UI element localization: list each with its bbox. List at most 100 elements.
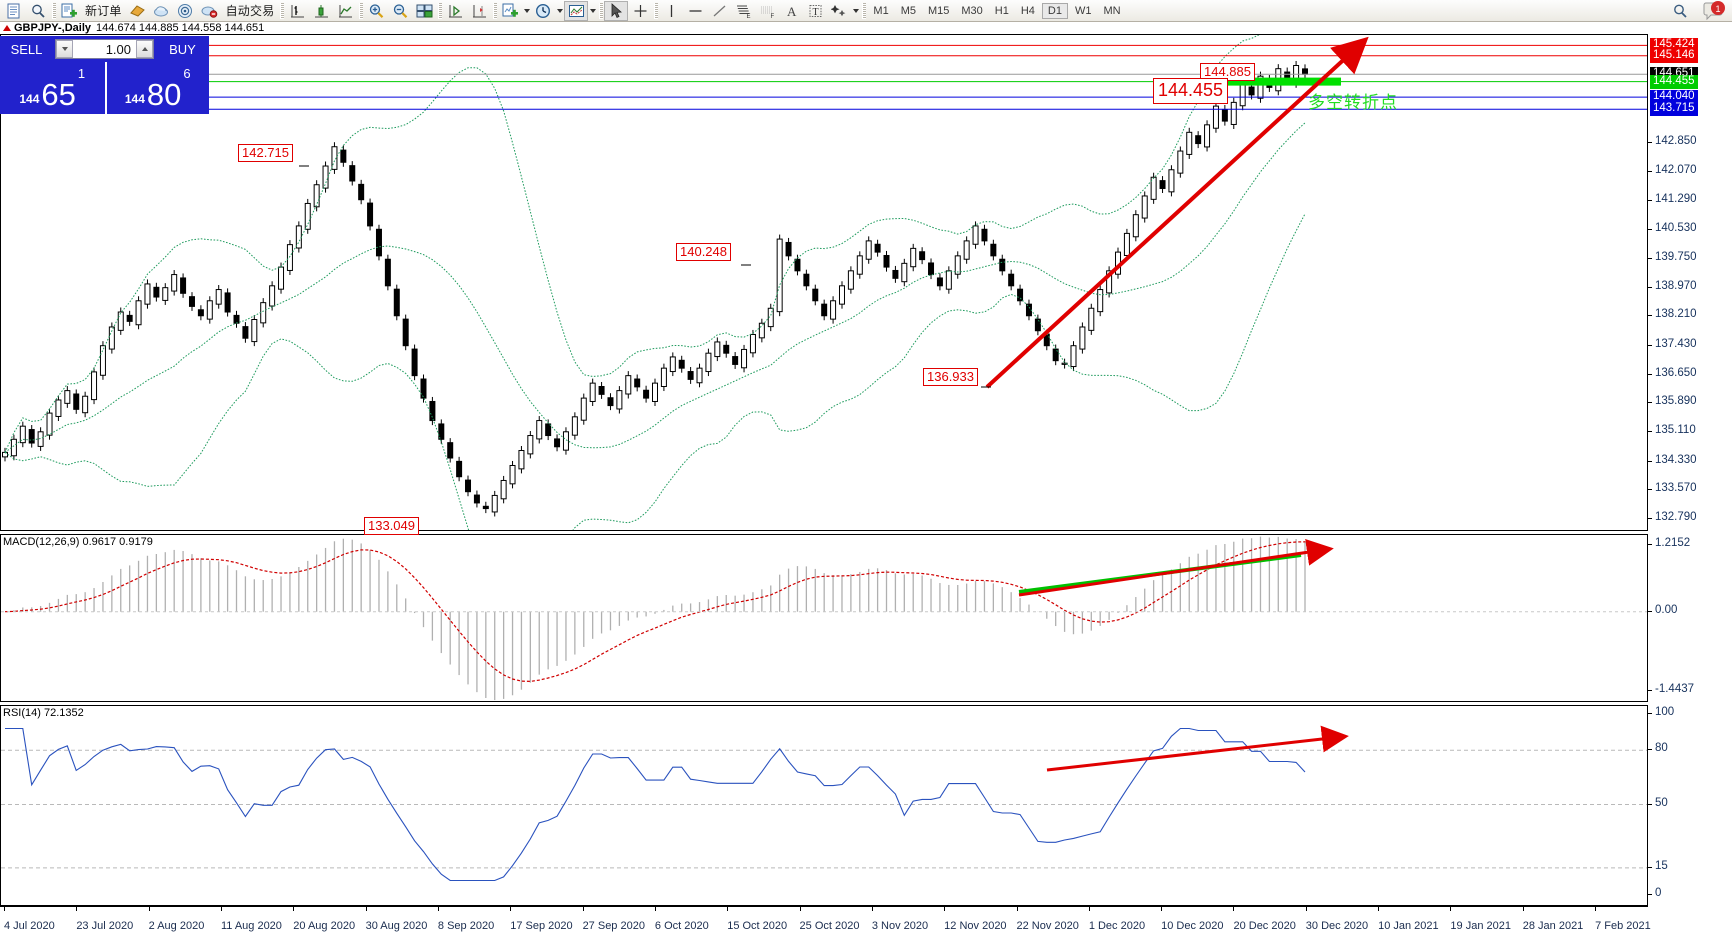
horizontal-line-icon[interactable] [683, 1, 707, 21]
breakout-label[interactable]: 144.455 [1153, 78, 1229, 104]
one-click-trading-panel[interactable]: SELL 1.00 BUY 144 65 1 144 80 6 [0, 36, 209, 114]
macd-red-trendline[interactable] [1018, 538, 1334, 597]
fibonacci-icon[interactable]: E [731, 1, 755, 21]
magnifier-icon[interactable] [26, 1, 50, 21]
timeframe-m1[interactable]: M1 [873, 4, 889, 17]
date-axis-label: 12 Nov 2020 [944, 920, 1007, 932]
sell-label[interactable]: SELL [10, 41, 43, 57]
tile-windows-icon[interactable] [412, 1, 436, 21]
volume-stepper[interactable]: 1.00 [55, 39, 154, 59]
chevron-down-icon-templates[interactable] [588, 2, 597, 20]
sl-level-tag[interactable]: 143.715 [1650, 102, 1698, 117]
axis-tick [1648, 431, 1652, 433]
price-axis-label: 140.530 [1655, 221, 1697, 234]
search-icon[interactable] [1672, 3, 1690, 24]
symbol-marker-icon [3, 25, 11, 31]
line-chart-icon[interactable] [333, 1, 357, 21]
crosshair-icon[interactable] [628, 1, 652, 21]
trendline-arrow[interactable] [985, 36, 1369, 389]
svg-text:1: 1 [1715, 4, 1720, 14]
volume-decrease-button[interactable] [56, 40, 73, 58]
candlestick [1132, 210, 1139, 242]
timeframe-m30[interactable]: M30 [961, 4, 983, 17]
date-axis-label: 10 Dec 2020 [1161, 920, 1224, 932]
support-level-tag[interactable]: 144.040 [1650, 90, 1698, 105]
auto-scroll-icon[interactable] [443, 1, 467, 21]
volume-value[interactable]: 1.00 [105, 41, 131, 57]
candlestick [518, 445, 525, 474]
breakout-zone-marker[interactable] [1223, 77, 1341, 86]
cursor-icon[interactable] [604, 0, 629, 21]
trend-origin-label[interactable]: 136.933 [923, 368, 978, 386]
axis-tick [1648, 489, 1652, 491]
buy-button[interactable]: 144 80 6 [104, 62, 209, 114]
swing-low-label[interactable]: 133.049 [364, 517, 419, 535]
timeframe-h1[interactable]: H1 [994, 4, 1009, 17]
timeframe-d1[interactable]: D1 [1041, 2, 1068, 19]
swing-high-label[interactable]: 142.715 [238, 144, 293, 162]
candlestick [447, 438, 454, 463]
swing-high-2-label[interactable]: 140.248 [676, 243, 731, 261]
document-icon[interactable] [2, 1, 26, 21]
price-axis-label: 142.070 [1655, 163, 1697, 176]
price-axis[interactable]: 142.850 142.070 141.290 140.530 139.750 138.9… [1648, 35, 1732, 531]
chart-shift-icon[interactable] [467, 1, 491, 21]
notification-badge[interactable]: 1 [1700, 1, 1726, 26]
candlestick [144, 279, 151, 309]
candlestick [37, 427, 44, 451]
date-axis-label: 6 Oct 2020 [654, 920, 709, 932]
bar-chart-icon[interactable] [285, 1, 309, 21]
buy-label[interactable]: BUY [169, 41, 196, 57]
macd-axis-label: -1.4437 [1655, 683, 1695, 695]
new-order-icon[interactable] [57, 1, 81, 21]
macd-panel[interactable]: MACD(12,26,9) 0.9617 0.9179 [0, 534, 1648, 702]
date-tick [1450, 907, 1452, 911]
market-watch-icon[interactable] [150, 1, 174, 21]
timeframe-mn[interactable]: MN [1103, 4, 1121, 17]
sell-button[interactable]: 144 65 1 [0, 62, 105, 114]
new-order-label[interactable]: 新订单 [85, 4, 122, 18]
candlestick [1230, 97, 1237, 129]
timeframe-m15[interactable]: M15 [927, 4, 950, 17]
zoom-in-icon[interactable] [364, 1, 388, 21]
navigator-icon[interactable] [174, 1, 198, 21]
templates-icon[interactable] [564, 0, 589, 21]
indicators-icon[interactable] [126, 1, 150, 21]
high-label[interactable]: 144.885 [1200, 63, 1255, 81]
timeframe-h4[interactable]: H4 [1020, 4, 1035, 17]
trendline-icon[interactable] [707, 1, 731, 21]
chevron-down-icon-shapes[interactable] [851, 2, 860, 20]
chinese-annotation[interactable]: 多空转折点 [1308, 93, 1398, 113]
text-label-icon[interactable]: A [779, 1, 803, 21]
candlestick [723, 340, 730, 358]
rsi-red-trendline[interactable] [1046, 725, 1349, 772]
rsi-panel[interactable]: RSI(14) 72.1352 [0, 705, 1648, 906]
candlestick [981, 224, 988, 246]
date-axis-label: 27 Sep 2020 [582, 920, 645, 932]
resistance-level-tag[interactable]: 145.146 [1650, 48, 1698, 63]
channel-icon[interactable]: F [755, 1, 779, 21]
price-axis-label: 138.970 [1655, 279, 1697, 292]
zoom-out-icon[interactable] [388, 1, 412, 21]
text-box-icon[interactable]: T [803, 1, 827, 21]
chevron-down-icon-period[interactable] [555, 2, 564, 20]
timeframe-m5[interactable]: M5 [900, 4, 916, 17]
candle-chart-icon[interactable] [309, 1, 333, 21]
price-chart-panel[interactable] [0, 35, 1648, 531]
timeframe-w1[interactable]: W1 [1074, 4, 1092, 17]
candlestick [260, 298, 267, 328]
chevron-down-icon-indicators[interactable] [522, 2, 531, 20]
axis-tick [1648, 228, 1652, 230]
vertical-line-icon[interactable] [659, 1, 683, 21]
terminal-icon[interactable] [198, 1, 222, 21]
candlestick [963, 236, 970, 264]
pivot-level-tag[interactable]: 144.455 [1650, 74, 1698, 89]
add-indicator-icon[interactable] [498, 1, 522, 21]
volume-increase-button[interactable] [136, 40, 153, 58]
date-tick [437, 907, 439, 911]
candlestick [393, 284, 400, 321]
period-icon[interactable] [531, 1, 555, 21]
shapes-icon[interactable] [827, 1, 851, 21]
autotrading-label[interactable]: 自动交易 [225, 4, 275, 18]
bollinger-band-lower [4, 213, 1306, 530]
